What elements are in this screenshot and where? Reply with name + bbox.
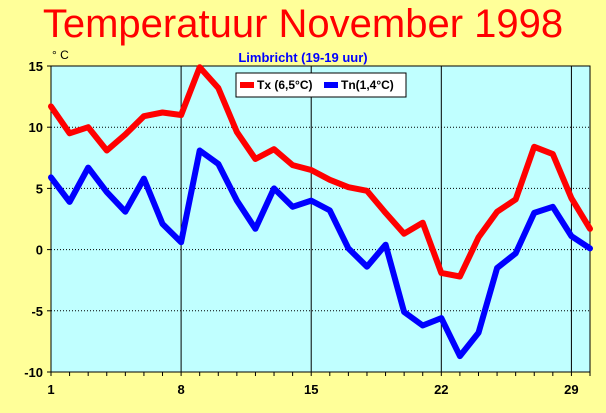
plot-border	[50, 65, 591, 373]
y-tick-label: 0	[36, 243, 43, 258]
x-tick-label: 1	[47, 382, 54, 397]
y-tick-label: 15	[29, 59, 43, 74]
x-tick-label: 29	[564, 382, 578, 397]
y-tick-label: -5	[31, 304, 43, 319]
series-line-tn	[48, 147, 593, 360]
chart-title: Temperatuur November 1998	[42, 2, 564, 46]
x-tick-label: 15	[304, 382, 318, 397]
legend-box	[235, 72, 407, 98]
y-tick-label: -10	[24, 365, 43, 380]
plot-area	[51, 66, 590, 372]
y-tick-label: 10	[29, 120, 43, 135]
legend-label: Tx (6,5°C)	[257, 78, 312, 92]
chart-subtitle: Limbricht (19-19 uur)	[238, 50, 368, 65]
y-tick-label: 5	[36, 181, 43, 196]
x-tick-label: 8	[177, 382, 184, 397]
y-unit-label: ° C	[52, 48, 69, 62]
legend-label: Tn(1,4°C)	[341, 78, 394, 92]
x-tick-label: 22	[434, 382, 448, 397]
series-line-tx	[48, 64, 593, 280]
